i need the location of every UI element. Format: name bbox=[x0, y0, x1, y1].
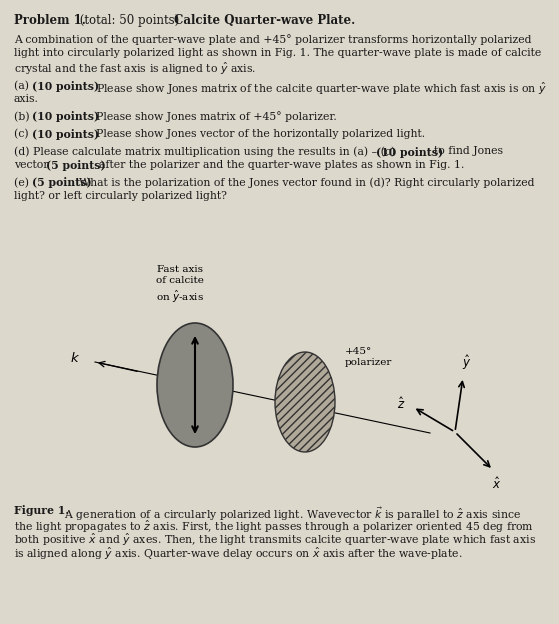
Text: vector: vector bbox=[14, 160, 52, 170]
Text: (b): (b) bbox=[14, 112, 33, 122]
Text: What is the polarization of the Jones vector found in (d)? Right circularly pola: What is the polarization of the Jones ve… bbox=[79, 177, 534, 188]
Text: (5 points): (5 points) bbox=[32, 177, 92, 188]
Text: crystal and the fast axis is aligned to $\hat{y}$ axis.: crystal and the fast axis is aligned to … bbox=[14, 61, 256, 77]
Text: (10 points): (10 points) bbox=[32, 80, 99, 92]
Text: (10 points): (10 points) bbox=[32, 129, 99, 140]
Text: (10 points): (10 points) bbox=[376, 147, 443, 157]
Text: Please show Jones matrix of +45° polarizer.: Please show Jones matrix of +45° polariz… bbox=[96, 112, 337, 122]
Text: light? or left circularly polarized light?: light? or left circularly polarized ligh… bbox=[14, 191, 227, 201]
Text: A combination of the quarter-wave plate and +45° polarizer transforms horizontal: A combination of the quarter-wave plate … bbox=[14, 34, 532, 45]
Text: both positive $\hat{x}$ and $\hat{y}$ axes. Then, the light transmits calcite qu: both positive $\hat{x}$ and $\hat{y}$ ax… bbox=[14, 532, 536, 548]
Text: Figure 1.: Figure 1. bbox=[14, 505, 69, 516]
Text: is aligned along $\hat{y}$ axis. Quarter-wave delay occurs on $\hat{x}$ axis aft: is aligned along $\hat{y}$ axis. Quarter… bbox=[14, 545, 463, 562]
Text: $\hat{x}$: $\hat{x}$ bbox=[492, 476, 501, 492]
Text: (e): (e) bbox=[14, 177, 32, 188]
Text: A generation of a circularly polarized light. Wavevector $\it{\vec{k}}$ is paral: A generation of a circularly polarized l… bbox=[61, 505, 521, 523]
Text: Calcite Quarter-wave Plate.: Calcite Quarter-wave Plate. bbox=[174, 14, 356, 27]
Text: Please show Jones vector of the horizontally polarized light.: Please show Jones vector of the horizont… bbox=[96, 129, 425, 139]
Text: (d) Please calculate matrix multiplication using the results in (a) – (c): (d) Please calculate matrix multiplicati… bbox=[14, 147, 399, 157]
Text: after the polarizer and the quarter-wave plates as shown in Fig. 1.: after the polarizer and the quarter-wave… bbox=[99, 160, 465, 170]
Text: $\hat{z}$: $\hat{z}$ bbox=[396, 396, 405, 412]
Text: +45°
polarizer: +45° polarizer bbox=[345, 347, 392, 367]
Ellipse shape bbox=[275, 352, 335, 452]
Text: axis.: axis. bbox=[14, 94, 39, 104]
Ellipse shape bbox=[157, 323, 233, 447]
Text: (c): (c) bbox=[14, 129, 32, 139]
Text: the light propagates to $\hat{z}$ axis. First, the light passes through a polari: the light propagates to $\hat{z}$ axis. … bbox=[14, 519, 534, 535]
Text: (a): (a) bbox=[14, 80, 32, 91]
Text: (10 points): (10 points) bbox=[32, 112, 99, 122]
Text: Fast axis
of calcite
on $\hat{y}$-axis: Fast axis of calcite on $\hat{y}$-axis bbox=[156, 265, 204, 305]
Text: light into circularly polarized light as shown in Fig. 1. The quarter-wave plate: light into circularly polarized light as… bbox=[14, 47, 541, 57]
Text: (5 points): (5 points) bbox=[46, 160, 106, 171]
Text: (total: 50 points): (total: 50 points) bbox=[76, 14, 183, 27]
Text: Please show Jones matrix of the calcite quarter-wave plate which fast axis is on: Please show Jones matrix of the calcite … bbox=[96, 80, 547, 97]
Text: $\hat{y}$: $\hat{y}$ bbox=[462, 353, 472, 372]
Text: Problem 1.: Problem 1. bbox=[14, 14, 86, 27]
Text: $\it{k}$: $\it{k}$ bbox=[70, 351, 80, 365]
Text: to find Jones: to find Jones bbox=[434, 147, 503, 157]
